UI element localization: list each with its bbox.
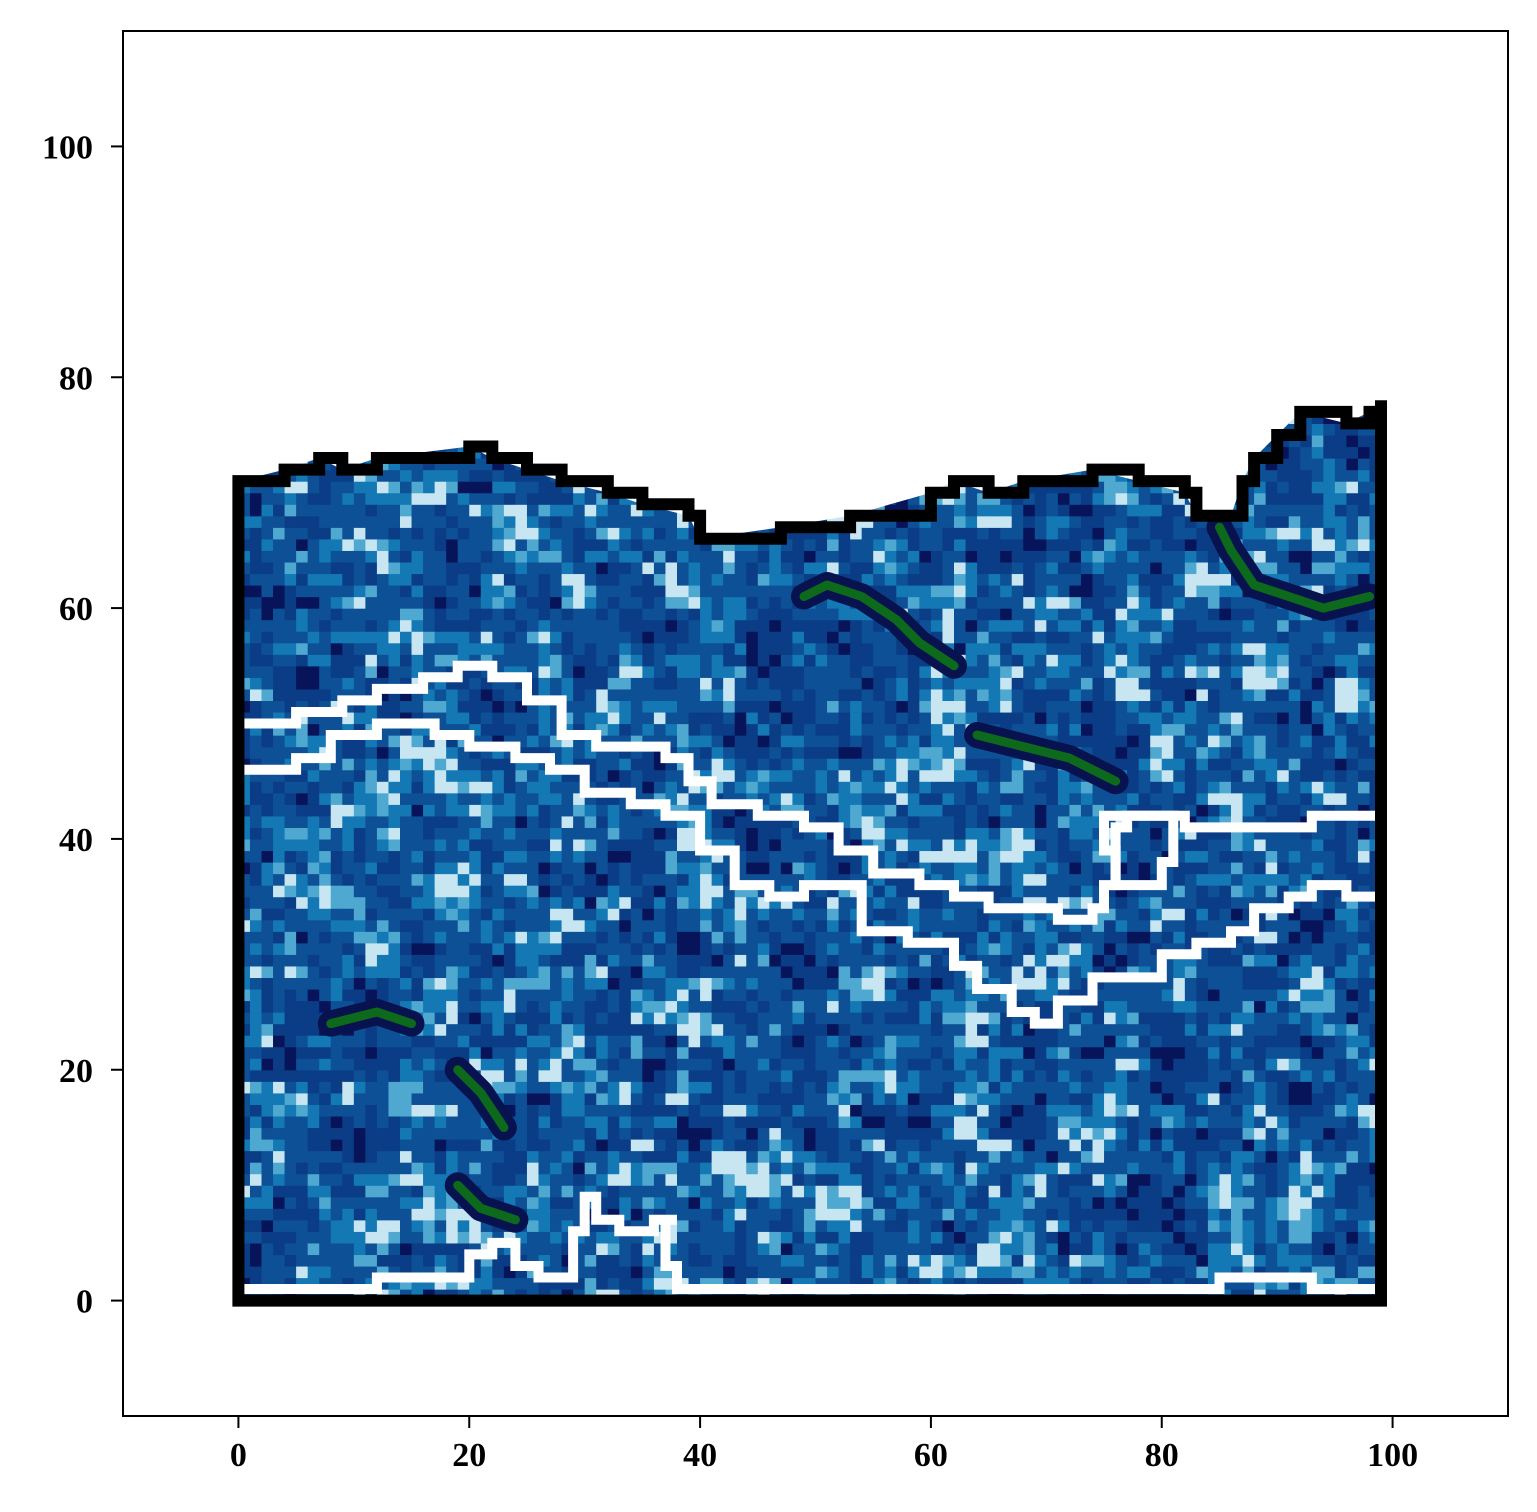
x-tick-label: 20 [452, 1437, 486, 1474]
y-tick-label: 80 [59, 360, 93, 397]
green-feature-4 [453, 1065, 509, 1132]
contour-line-1 [233, 718, 1386, 1029]
x-tick-label: 0 [230, 1437, 247, 1474]
green-feature-2 [972, 730, 1121, 786]
y-tick-label: 60 [59, 591, 93, 628]
region-outline-layer [232, 400, 1387, 1307]
green-feature-0 [799, 580, 959, 671]
y-tick-label: 100 [42, 129, 93, 166]
contour-layer [233, 660, 1386, 1294]
heatmap-cells [238, 400, 1381, 1301]
contour-line-3 [1110, 810, 1179, 891]
region-outline [232, 400, 1387, 1307]
green-feature-1 [1215, 522, 1374, 613]
green-feature-3 [326, 1007, 416, 1029]
contour-line-0 [233, 660, 1386, 925]
x-tick-label: 40 [683, 1437, 717, 1474]
y-tick-label: 40 [59, 822, 93, 859]
x-tick-label: 100 [1367, 1437, 1418, 1474]
y-axis: 0 20 40 60 80 100 [42, 129, 123, 1321]
y-tick-label: 0 [76, 1284, 93, 1321]
contour-line-2 [233, 1191, 1386, 1294]
x-axis: 0 20 40 60 80 100 [230, 1416, 1418, 1474]
plot-frame [122, 30, 1509, 1417]
x-tick-label: 80 [1145, 1437, 1179, 1474]
y-tick-label: 20 [59, 1053, 93, 1090]
green-feature-5 [453, 1180, 520, 1225]
heatmap-region [238, 400, 1381, 1301]
green-features [317, 514, 1381, 1233]
x-tick-label: 60 [914, 1437, 948, 1474]
